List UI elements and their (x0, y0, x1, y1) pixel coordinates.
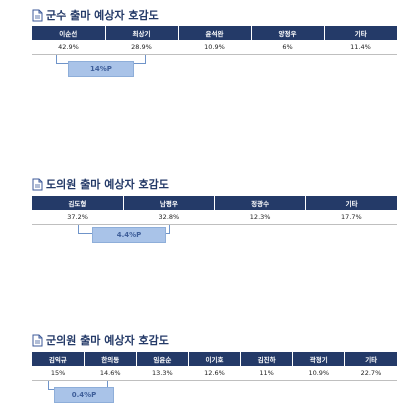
header-row: 김익규 한의동 임윤순 이기호 김진하 곽정기 기타 (32, 352, 397, 366)
favorability-value: 32.8% (123, 210, 215, 225)
favorability-value: 14.6% (84, 366, 137, 381)
poll-table: 김도형 남평우 정광수 기타 37.2% 32.8% 12.3% 17.7% (32, 196, 397, 225)
candidate-name: 곽정기 (292, 352, 345, 366)
gap-box: 0.4%P (54, 387, 114, 403)
gap-indicator: 14%P (32, 55, 397, 85)
section-title-text: 군수 출마 예상자 호감도 (46, 9, 159, 22)
candidate-name: 김진하 (240, 352, 293, 366)
section-title: 도의원 출마 예상자 호감도 (32, 176, 397, 192)
document-icon (32, 334, 43, 346)
candidate-name: 남평우 (122, 196, 215, 210)
favorability-value: 6% (251, 40, 324, 55)
section-provincial-council: 도의원 출마 예상자 호감도 김도형 남평우 정광수 기타 37.2% 32.8… (32, 176, 397, 255)
favorability-value: 15% (32, 366, 85, 381)
candidate-name: 기타 (323, 26, 397, 40)
favorability-value: 13.3% (136, 366, 189, 381)
gap-indicator: 4.4%P (32, 225, 397, 255)
value-row: 42.9% 28.9% 10.9% 6% 11.4% (32, 40, 397, 55)
candidate-name: 정광수 (213, 196, 306, 210)
favorability-value: 42.9% (32, 40, 105, 55)
candidate-name: 김도형 (32, 196, 124, 210)
gap-box: 14%P (68, 61, 134, 77)
document-icon (32, 9, 43, 21)
candidate-name: 임윤순 (135, 352, 189, 366)
poll-table: 이순선 최상기 윤석완 양정우 기타 42.9% 28.9% 10.9% 6% … (32, 26, 397, 55)
header-row: 이순선 최상기 윤석완 양정우 기타 (32, 26, 397, 40)
gap-box: 4.4%P (92, 227, 166, 243)
value-row: 37.2% 32.8% 12.3% 17.7% (32, 210, 397, 225)
favorability-value: 10.9% (178, 40, 251, 55)
favorability-value: 10.9% (292, 366, 345, 381)
section-title: 군수 출마 예상자 호감도 (32, 7, 397, 23)
section-title-text: 군의원 출마 예상자 호감도 (46, 334, 169, 347)
favorability-value: 12.6% (188, 366, 241, 381)
candidate-name: 윤석완 (177, 26, 251, 40)
header-row: 김도형 남평우 정광수 기타 (32, 196, 397, 210)
candidate-name: 기타 (344, 352, 397, 366)
candidate-name: 이순선 (32, 26, 105, 40)
value-row: 15% 14.6% 13.3% 12.6% 11% 10.9% 22.7% (32, 366, 397, 381)
favorability-value: 11% (240, 366, 293, 381)
favorability-value: 37.2% (32, 210, 124, 225)
document-icon (32, 178, 43, 190)
section-title: 군의원 출마 예상자 호감도 (32, 332, 397, 348)
candidate-name: 김익규 (32, 352, 85, 366)
candidate-name: 이기호 (187, 352, 241, 366)
favorability-value: 12.3% (214, 210, 306, 225)
gap-indicator: 0.4%P (32, 381, 397, 411)
favorability-value: 22.7% (344, 366, 397, 381)
favorability-value: 28.9% (105, 40, 178, 55)
poll-table: 김익규 한의동 임윤순 이기호 김진하 곽정기 기타 15% 14.6% 13.… (32, 352, 397, 381)
candidate-name: 한의동 (83, 352, 137, 366)
favorability-value: 11.4% (324, 40, 397, 55)
section-title-text: 도의원 출마 예상자 호감도 (46, 178, 169, 191)
candidate-name: 기타 (305, 196, 397, 210)
section-county-mayor: 군수 출마 예상자 호감도 이순선 최상기 윤석완 양정우 기타 42.9% 2… (32, 7, 397, 85)
section-county-council: 군의원 출마 예상자 호감도 김익규 한의동 임윤순 이기호 김진하 곽정기 기… (32, 332, 397, 411)
candidate-name: 양정우 (250, 26, 324, 40)
candidate-name: 최상기 (104, 26, 178, 40)
favorability-value: 17.7% (305, 210, 397, 225)
